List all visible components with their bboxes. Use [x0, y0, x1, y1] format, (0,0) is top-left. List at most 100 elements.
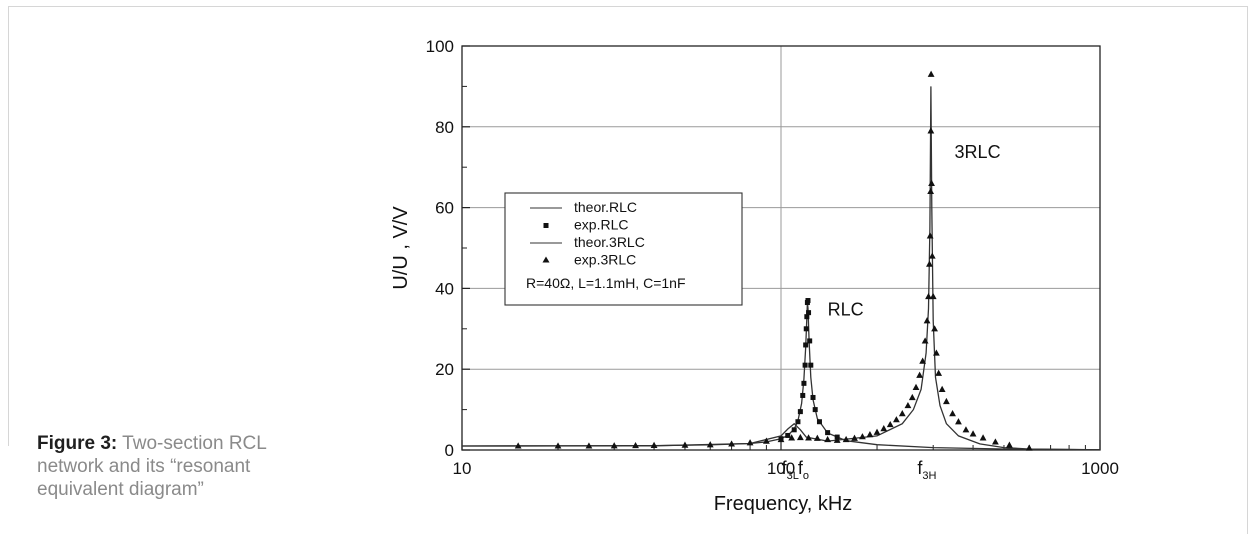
- data-point-exp-3rlc: [873, 428, 881, 435]
- data-point-exp-rlc: [810, 394, 816, 400]
- data-point-exp-3rlc: [991, 438, 999, 445]
- legend-label: exp.3RLC: [574, 252, 636, 268]
- data-point-exp-3rlc: [706, 441, 714, 448]
- data-point-exp-3rlc: [929, 292, 937, 300]
- y-tick-label: 60: [435, 199, 454, 218]
- data-point-exp-3rlc: [927, 187, 935, 195]
- data-point-exp-3rlc: [554, 442, 562, 449]
- data-point-exp-rlc: [816, 419, 822, 425]
- data-point-exp-rlc: [806, 310, 812, 316]
- data-point-exp-3rlc: [928, 252, 936, 259]
- data-point-exp-rlc: [825, 430, 831, 436]
- data-point-exp-3rlc: [938, 385, 946, 392]
- data-point-exp-rlc: [807, 338, 813, 344]
- data-point-exp-3rlc: [886, 420, 894, 428]
- data-point-exp-rlc: [791, 427, 797, 433]
- data-point-exp-3rlc: [908, 393, 916, 401]
- data-point-exp-3rlc: [916, 371, 924, 378]
- data-point-exp-3rlc: [866, 431, 874, 438]
- data-point-exp-3rlc: [927, 127, 935, 134]
- data-point-exp-3rlc: [788, 434, 796, 441]
- x-axis-label: Frequency, kHz: [714, 493, 853, 515]
- data-point-exp-3rlc: [979, 434, 987, 441]
- y-tick-label: 80: [435, 118, 454, 137]
- data-point-exp-3rlc: [892, 416, 900, 423]
- data-point-exp-3rlc: [777, 435, 785, 443]
- data-point-exp-3rlc: [904, 401, 912, 409]
- data-point-exp-3rlc: [949, 410, 956, 417]
- x-tick-label: 1000: [1081, 459, 1119, 478]
- legend-label: theor.3RLC: [574, 234, 645, 250]
- data-point-exp-3rlc: [932, 349, 940, 356]
- legend-box: [504, 192, 743, 306]
- data-point-exp-3rlc: [921, 337, 929, 344]
- data-point-exp-rlc: [804, 314, 810, 320]
- data-point-exp-3rlc: [763, 437, 770, 444]
- data-point-exp-rlc: [802, 362, 808, 368]
- legend-label: theor.RLC: [574, 199, 637, 215]
- data-point-exp-3rlc: [1006, 441, 1013, 448]
- data-point-exp-3rlc: [610, 442, 618, 449]
- data-point-exp-3rlc: [928, 179, 935, 186]
- data-point-exp-rlc: [805, 298, 811, 304]
- data-point-exp-rlc: [785, 432, 791, 438]
- data-point-exp-3rlc: [931, 325, 938, 332]
- data-point-exp-3rlc: [813, 434, 821, 441]
- data-point-exp-3rlc: [923, 317, 931, 324]
- data-point-exp-rlc: [800, 392, 806, 398]
- data-point-exp-3rlc: [585, 442, 593, 449]
- data-point-exp-3rlc: [880, 424, 888, 432]
- series-line-theor-3rlc: [461, 86, 1101, 451]
- annotation-f-3l: f3L: [782, 458, 799, 482]
- data-point-exp-3rlc: [962, 426, 970, 433]
- data-point-exp-3rlc: [1025, 444, 1033, 451]
- caption-text: Two-section RCL network and its “resonan…: [37, 433, 267, 500]
- data-point-exp-3rlc: [927, 70, 935, 77]
- annotation-subscript: 3L: [787, 470, 799, 482]
- data-point-exp-3rlc: [926, 232, 934, 239]
- data-point-exp-3rlc: [796, 433, 804, 441]
- data-point-exp-3rlc: [842, 435, 850, 443]
- data-point-exp-3rlc: [925, 292, 932, 300]
- annotation-rlc: RLC: [828, 300, 864, 320]
- data-point-exp-3rlc: [833, 436, 841, 443]
- figure-frame: [8, 6, 1248, 534]
- caption-lead: Figure 3:: [37, 433, 118, 454]
- data-point-exp-rlc: [803, 342, 809, 348]
- data-point-exp-3rlc: [746, 439, 754, 446]
- y-tick-label: 100: [426, 37, 454, 56]
- y-axis-label: U/U , V/V: [390, 206, 412, 290]
- annotation-main: f: [782, 458, 788, 478]
- legend-note: R=40Ω, L=1.1mH, C=1nF: [526, 275, 686, 291]
- annotation-f-o: fo: [798, 458, 809, 482]
- data-point-exp-3rlc: [859, 433, 866, 440]
- legend-symbol-square: [543, 223, 549, 228]
- annotation-main: f: [798, 458, 804, 478]
- annotation-subscript: o: [803, 470, 809, 482]
- data-point-exp-rlc: [797, 409, 803, 415]
- data-point-exp-3rlc: [728, 440, 735, 447]
- data-point-exp-3rlc: [805, 434, 812, 441]
- data-point-exp-rlc: [795, 419, 801, 425]
- legend-label: exp.RLC: [574, 217, 628, 233]
- y-tick-label: 40: [435, 279, 454, 298]
- annotation-main: f: [917, 458, 923, 478]
- data-point-exp-rlc: [803, 326, 809, 332]
- data-point-exp-3rlc: [681, 441, 689, 448]
- figure-caption: Figure 3: Two-section RCL network and it…: [37, 432, 337, 501]
- data-point-exp-rlc: [808, 362, 814, 368]
- figure-frame-left-edge: [8, 6, 9, 446]
- data-point-exp-3rlc: [926, 260, 933, 267]
- data-point-exp-3rlc: [632, 441, 639, 449]
- x-tick-label: 10: [453, 459, 472, 478]
- annotation-3rlc: 3RLC: [955, 142, 1001, 162]
- data-point-exp-rlc: [801, 380, 807, 386]
- data-point-exp-3rlc: [824, 435, 832, 443]
- data-point-exp-3rlc: [912, 383, 920, 390]
- y-tick-label: 20: [435, 360, 454, 379]
- data-point-exp-3rlc: [969, 430, 977, 437]
- data-point-exp-rlc: [812, 407, 818, 413]
- annotation-subscript: 3H: [922, 470, 936, 482]
- data-point-exp-3rlc: [851, 434, 858, 441]
